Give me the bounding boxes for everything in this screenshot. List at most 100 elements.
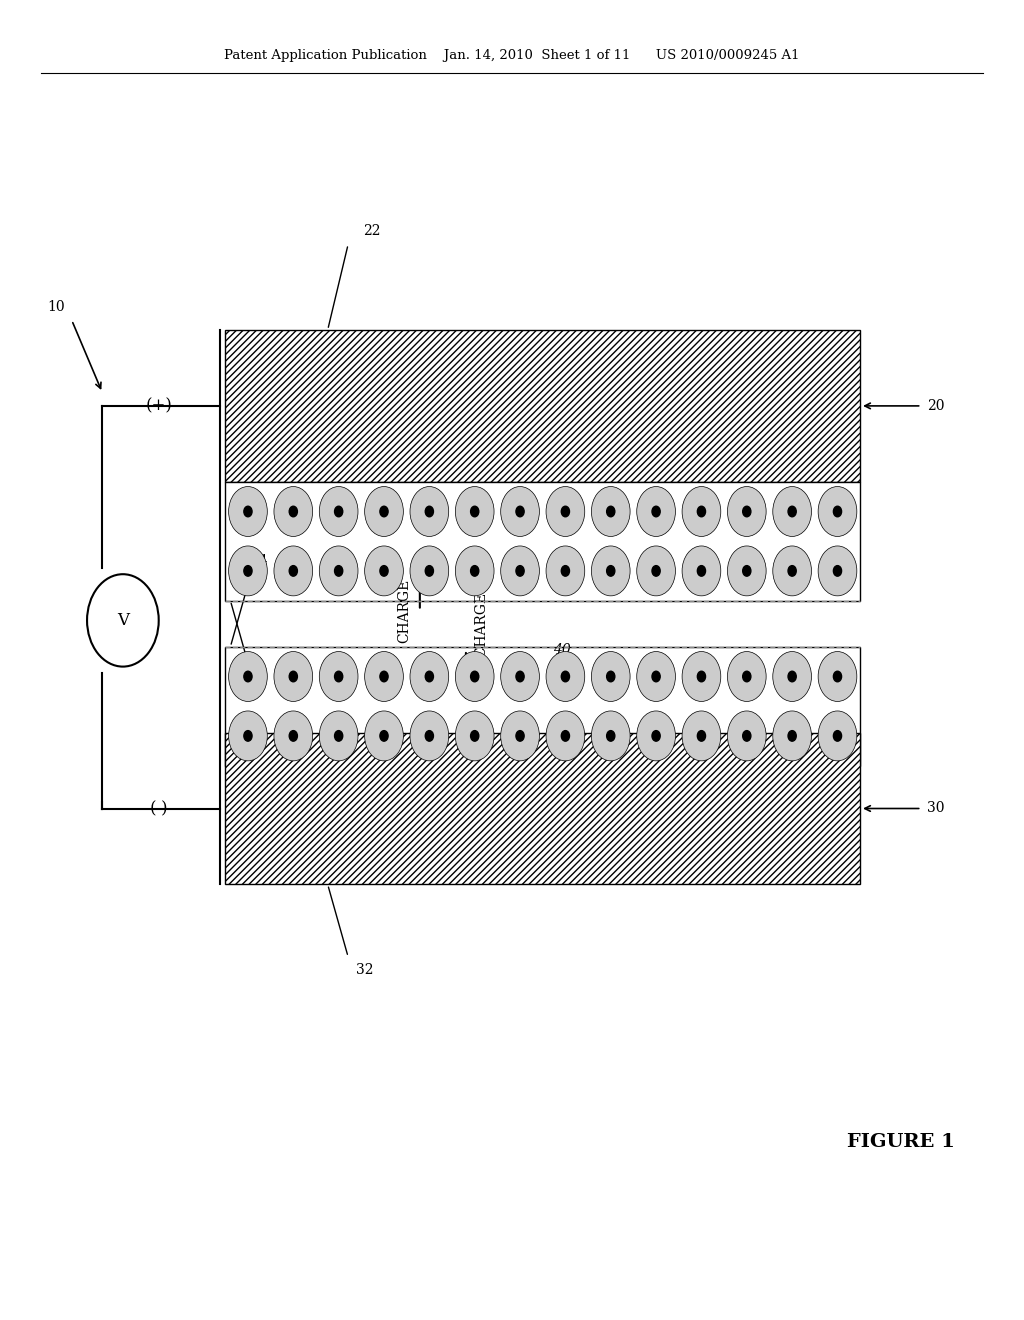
Circle shape — [456, 487, 494, 536]
Circle shape — [456, 711, 494, 760]
Circle shape — [592, 487, 630, 536]
Circle shape — [818, 711, 857, 760]
Circle shape — [380, 671, 388, 681]
Text: 40: 40 — [553, 643, 570, 657]
Circle shape — [818, 652, 857, 701]
Circle shape — [742, 565, 751, 576]
Text: 30: 30 — [927, 801, 944, 816]
Circle shape — [727, 546, 766, 595]
Circle shape — [87, 574, 159, 667]
Circle shape — [335, 506, 343, 516]
Text: Patent Application Publication    Jan. 14, 2010  Sheet 1 of 11      US 2010/0009: Patent Application Publication Jan. 14, … — [224, 49, 800, 62]
Bar — [225, 482, 860, 601]
Circle shape — [244, 506, 252, 516]
Circle shape — [606, 731, 614, 741]
Circle shape — [365, 652, 403, 701]
Circle shape — [834, 671, 842, 681]
Circle shape — [818, 487, 857, 536]
Text: 32: 32 — [356, 964, 374, 977]
Circle shape — [773, 711, 811, 760]
Circle shape — [410, 652, 449, 701]
Circle shape — [742, 506, 751, 516]
Circle shape — [425, 731, 433, 741]
Text: V: V — [117, 612, 129, 628]
Circle shape — [788, 506, 797, 516]
Circle shape — [425, 565, 433, 576]
Circle shape — [289, 506, 297, 516]
Text: CHARGE: CHARGE — [397, 578, 412, 643]
Circle shape — [818, 546, 857, 595]
Text: 34: 34 — [250, 554, 267, 568]
Text: 22: 22 — [364, 224, 381, 238]
Circle shape — [561, 506, 569, 516]
Circle shape — [319, 487, 358, 536]
Circle shape — [788, 671, 797, 681]
Text: 24: 24 — [246, 680, 263, 693]
Circle shape — [244, 731, 252, 741]
Circle shape — [697, 565, 706, 576]
Circle shape — [788, 731, 797, 741]
Circle shape — [274, 652, 312, 701]
Circle shape — [606, 565, 614, 576]
Circle shape — [727, 711, 766, 760]
Circle shape — [228, 546, 267, 595]
Circle shape — [516, 506, 524, 516]
Circle shape — [652, 671, 660, 681]
Circle shape — [319, 711, 358, 760]
Circle shape — [244, 565, 252, 576]
Circle shape — [834, 731, 842, 741]
Circle shape — [727, 487, 766, 536]
Circle shape — [516, 671, 524, 681]
Circle shape — [637, 711, 676, 760]
Circle shape — [742, 671, 751, 681]
Circle shape — [561, 731, 569, 741]
Circle shape — [501, 652, 540, 701]
Circle shape — [228, 487, 267, 536]
Circle shape — [425, 506, 433, 516]
Circle shape — [274, 487, 312, 536]
Circle shape — [410, 546, 449, 595]
Circle shape — [516, 731, 524, 741]
Circle shape — [561, 565, 569, 576]
Circle shape — [773, 546, 811, 595]
Circle shape — [682, 711, 721, 760]
Circle shape — [682, 652, 721, 701]
Circle shape — [561, 671, 569, 681]
Circle shape — [456, 652, 494, 701]
Circle shape — [228, 711, 267, 760]
Circle shape — [834, 565, 842, 576]
Circle shape — [380, 506, 388, 516]
Circle shape — [365, 487, 403, 536]
Circle shape — [380, 565, 388, 576]
Circle shape — [682, 487, 721, 536]
Circle shape — [274, 546, 312, 595]
Text: (+): (+) — [145, 397, 172, 414]
Circle shape — [289, 671, 297, 681]
Circle shape — [471, 671, 479, 681]
Circle shape — [682, 546, 721, 595]
Circle shape — [834, 506, 842, 516]
Circle shape — [410, 711, 449, 760]
Circle shape — [274, 711, 312, 760]
Circle shape — [592, 652, 630, 701]
Circle shape — [773, 487, 811, 536]
Circle shape — [425, 671, 433, 681]
Text: FIGURE 1: FIGURE 1 — [847, 1133, 955, 1151]
Circle shape — [228, 652, 267, 701]
Circle shape — [501, 711, 540, 760]
Circle shape — [410, 487, 449, 536]
Circle shape — [637, 546, 676, 595]
Circle shape — [546, 652, 585, 701]
Text: 20: 20 — [927, 399, 944, 413]
Circle shape — [606, 671, 614, 681]
Circle shape — [697, 731, 706, 741]
Circle shape — [516, 565, 524, 576]
Circle shape — [501, 487, 540, 536]
Circle shape — [546, 546, 585, 595]
Bar — [225, 330, 860, 482]
Circle shape — [697, 671, 706, 681]
Circle shape — [652, 565, 660, 576]
Circle shape — [365, 711, 403, 760]
Circle shape — [335, 671, 343, 681]
Circle shape — [335, 565, 343, 576]
